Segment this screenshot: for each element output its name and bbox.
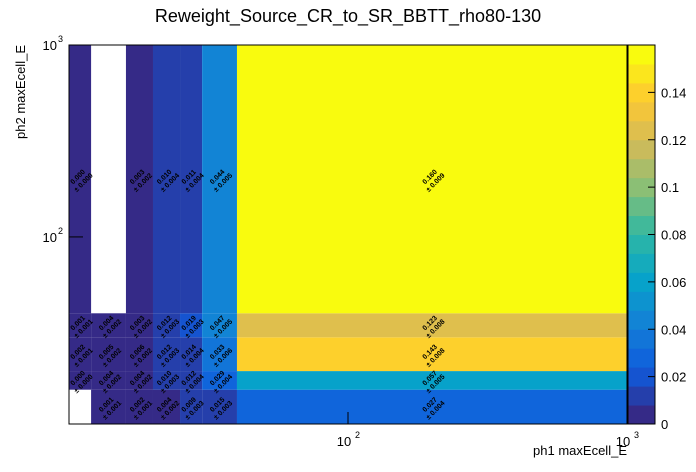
cell: [236, 389, 627, 424]
cell: [236, 337, 627, 372]
y-tick-label: 10: [43, 230, 57, 245]
colorbar-tick-label: 0.04: [661, 322, 686, 337]
cell: [125, 371, 153, 390]
colorbar-step: [628, 63, 655, 84]
colorbar-step: [628, 196, 655, 217]
colorbar-step: [628, 367, 655, 387]
cell: [91, 313, 126, 338]
y-tick-label: 10: [43, 38, 57, 53]
cell: [202, 337, 237, 372]
x-tick-exponent: 3: [634, 430, 639, 440]
x-axis-label: ph1 maxEcell_E: [533, 443, 627, 458]
cell: [202, 371, 237, 390]
cell: [91, 337, 126, 372]
cell: [180, 371, 203, 390]
colorbar-step: [628, 177, 655, 198]
colorbar-step: [628, 158, 655, 179]
cell: [125, 389, 153, 424]
cell: [69, 313, 92, 338]
cell: [202, 45, 237, 314]
cell: [236, 45, 627, 314]
colorbar-step: [628, 253, 655, 273]
colorbar-step: [628, 45, 655, 65]
cell: [69, 371, 92, 390]
cell: [180, 337, 203, 372]
colorbar-step: [628, 386, 655, 406]
cell: [180, 389, 203, 424]
colorbar-step: [628, 139, 655, 160]
colorbar-step: [628, 272, 655, 292]
cell: [180, 313, 203, 338]
cell: [202, 313, 237, 338]
cell: [152, 371, 181, 390]
colorbar-step: [628, 120, 655, 141]
y-tick-exponent: 3: [58, 34, 63, 44]
cell: [236, 313, 627, 338]
cell: [91, 371, 126, 390]
colorbar-step: [628, 215, 655, 235]
cell: [152, 313, 181, 338]
colorbar-step: [628, 234, 655, 254]
colorbar-tick-label: 0.1: [661, 180, 679, 195]
cell: [69, 45, 92, 314]
cell: [202, 389, 237, 424]
x-tick-exponent: 2: [355, 430, 360, 440]
cell: [91, 389, 126, 424]
colorbar-step: [628, 310, 655, 330]
y-tick-exponent: 2: [58, 226, 63, 236]
chart-title: Reweight_Source_CR_to_SR_BBTT_rho80-130: [155, 6, 541, 27]
colorbar-step: [628, 405, 655, 425]
x-tick-label: 10: [616, 434, 630, 449]
colorbar-tick-label: 0.14: [661, 85, 686, 100]
x-tick-label: 10: [337, 434, 351, 449]
cell: [125, 313, 153, 338]
cell: [125, 337, 153, 372]
cell: [125, 45, 153, 314]
colorbar-tick-label: 0.06: [661, 275, 686, 290]
cell: [152, 45, 181, 314]
colorbar-step: [628, 82, 655, 103]
cell: [69, 337, 92, 372]
colorbar-step: [628, 101, 655, 122]
colorbar-tick-label: 0.12: [661, 133, 686, 148]
colorbar-step: [628, 329, 655, 349]
cell: [152, 337, 181, 372]
cell: [236, 371, 627, 390]
colorbar-tick-label: 0.02: [661, 370, 686, 385]
cell: [180, 45, 203, 314]
y-axis-label: ph2 maxEcell_E: [13, 45, 28, 139]
cell: [152, 389, 181, 424]
colorbar-tick-label: 0.08: [661, 228, 686, 243]
colorbar-tick-label: 0: [661, 417, 668, 432]
colorbar-step: [628, 291, 655, 311]
colorbar-step: [628, 348, 655, 368]
